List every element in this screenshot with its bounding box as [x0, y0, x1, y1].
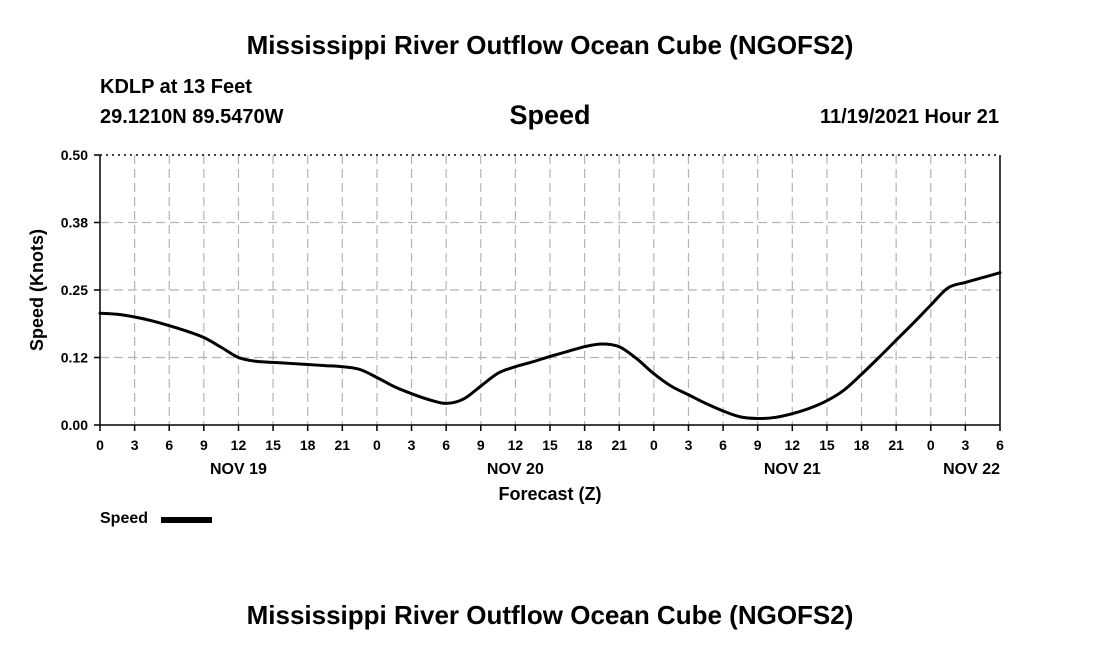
x-tick-label: 6: [996, 437, 1004, 453]
y-tick-label: 0.50: [61, 147, 88, 163]
x-tick-label: 3: [131, 437, 139, 453]
date-label: NOV 19: [210, 461, 267, 478]
x-tick-label: 15: [819, 437, 835, 453]
y-tick-label: 0.12: [61, 350, 88, 366]
footer-title: Mississippi River Outflow Ocean Cube (NG…: [246, 600, 854, 630]
x-tick-label: 3: [961, 437, 969, 453]
x-tick-label: 6: [442, 437, 450, 453]
x-tick-label: 0: [373, 437, 381, 453]
x-tick-label: 6: [719, 437, 727, 453]
x-tick-label: 21: [335, 437, 351, 453]
x-tick-label: 18: [300, 437, 316, 453]
x-axis-title: Forecast (Z): [498, 484, 601, 504]
x-tick-label: 21: [888, 437, 904, 453]
station-label: KDLP at 13 Feet: [100, 76, 252, 98]
chart-title: Mississippi River Outflow Ocean Cube (NG…: [246, 30, 854, 60]
speed-series-line: [98, 271, 1002, 421]
date-label: NOV 20: [487, 461, 544, 478]
x-tick-label: 3: [408, 437, 416, 453]
x-tick-label: 0: [96, 437, 104, 453]
x-tick-label: 6: [165, 437, 173, 453]
x-tick-label: 9: [477, 437, 485, 453]
x-tick-label: 3: [685, 437, 693, 453]
station-coordinates: 29.1210N 89.5470W: [100, 106, 284, 128]
x-tick-label: 0: [927, 437, 935, 453]
legend-swatch: [161, 517, 212, 523]
x-tick-label: 15: [265, 437, 281, 453]
x-tick-label: 9: [754, 437, 762, 453]
parameter-title: Speed: [509, 100, 591, 130]
date-label: NOV 21: [764, 461, 821, 478]
date-label: NOV 22: [943, 461, 1000, 478]
x-tick-label: 15: [542, 437, 558, 453]
x-tick-label: 12: [231, 437, 247, 453]
legend-label: Speed: [100, 510, 149, 527]
x-tick-label: 18: [577, 437, 593, 453]
y-axis-title: Speed (Knots): [27, 229, 47, 351]
x-tick-label: 0: [650, 437, 658, 453]
y-tick-label: 0.25: [61, 282, 88, 298]
x-tick-label: 21: [611, 437, 627, 453]
x-tick-label: 18: [854, 437, 870, 453]
y-tick-label: 0.00: [61, 417, 88, 433]
x-tick-label: 9: [200, 437, 208, 453]
y-tick-label: 0.38: [61, 215, 88, 231]
forecast-datetime: 11/19/2021 Hour 21: [819, 106, 999, 128]
x-tick-label: 12: [508, 437, 524, 453]
x-tick-label: 12: [785, 437, 801, 453]
